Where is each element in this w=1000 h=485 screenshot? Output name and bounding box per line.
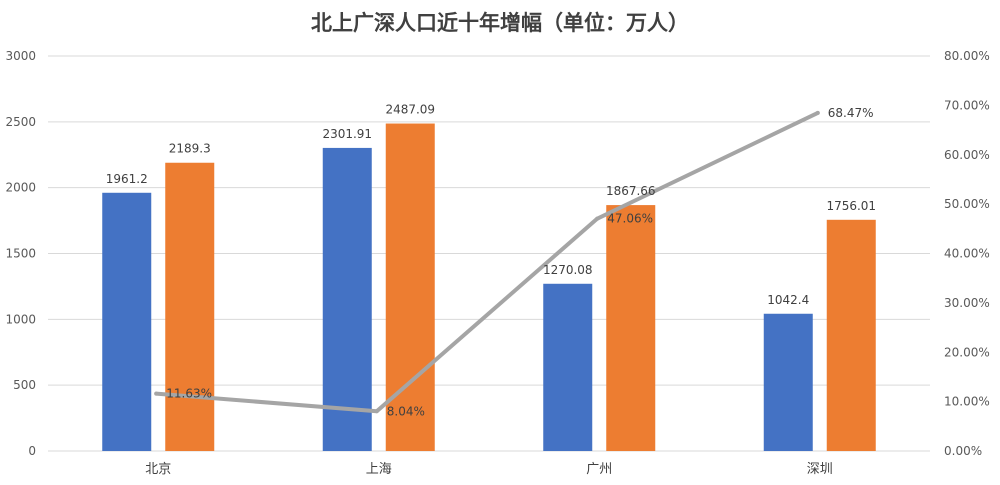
y-tick-label: 3000: [5, 49, 36, 63]
y-axis-right: 0.00% 10.00% 20.00% 30.00% 40.00% 50.00% 60.00…: [944, 49, 990, 458]
line-point: [595, 216, 600, 221]
bar-data-label: 1756.01: [826, 199, 876, 213]
y2-tick-label: 0.00%: [944, 444, 982, 458]
chart-title: 北上广深人口近十年增幅（单位：万人）: [311, 11, 689, 35]
y-tick-label: 2000: [5, 181, 36, 195]
growth-line-path: [154, 110, 820, 414]
bar: [763, 313, 813, 451]
y-tick-label: 500: [13, 378, 36, 392]
y2-tick-label: 70.00%: [944, 98, 990, 112]
bar: [322, 147, 372, 452]
y-axis-left: 0 500 1000 1500 2000 2500 3000: [5, 49, 36, 458]
line-data-label: 8.04%: [387, 404, 425, 418]
x-tick-label: 上海: [366, 462, 392, 477]
y2-tick-label: 10.00%: [944, 395, 990, 409]
line-data-label: 11.63%: [166, 387, 212, 401]
y2-tick-label: 30.00%: [944, 296, 990, 310]
bar-data-label: 2301.91: [322, 127, 372, 141]
data-labels: 1961.2 2301.91 1270.08 1042.4 2189.3 2487.09 1…: [106, 103, 876, 419]
y2-tick-label: 80.00%: [944, 49, 990, 63]
bar-data-label: 1270.08: [543, 263, 593, 277]
y2-tick-label: 40.00%: [944, 247, 990, 261]
bar: [826, 219, 876, 451]
bar-data-label: 1961.2: [106, 172, 148, 186]
bar-data-label: 2487.09: [385, 103, 435, 117]
y-tick-label: 2500: [5, 115, 36, 129]
y2-tick-label: 20.00%: [944, 345, 990, 359]
bar-data-label: 1867.66: [606, 184, 656, 198]
line-point: [374, 409, 379, 414]
x-tick-label: 深圳: [807, 462, 833, 477]
x-axis: 北京 上海 广州 深圳: [145, 462, 833, 477]
y2-tick-label: 60.00%: [944, 148, 990, 162]
y-tick-label: 1500: [5, 247, 36, 261]
bars: [102, 123, 876, 452]
bar-data-label: 2189.3: [169, 142, 211, 156]
line-point: [154, 391, 159, 396]
bar: [385, 123, 435, 452]
bar: [102, 192, 152, 451]
growth-line: [154, 110, 820, 414]
x-tick-label: 北京: [145, 462, 171, 477]
line-data-label: 47.06%: [607, 212, 653, 226]
bar: [543, 283, 593, 451]
x-tick-label: 广州: [586, 462, 612, 477]
bar: [165, 162, 215, 451]
line-point: [815, 110, 820, 115]
y2-tick-label: 50.00%: [944, 197, 990, 211]
bar-data-label: 1042.4: [767, 293, 809, 307]
y-tick-label: 1000: [5, 312, 36, 326]
y-tick-label: 0: [28, 444, 36, 458]
line-data-label: 68.47%: [828, 106, 874, 120]
bar: [606, 205, 656, 451]
